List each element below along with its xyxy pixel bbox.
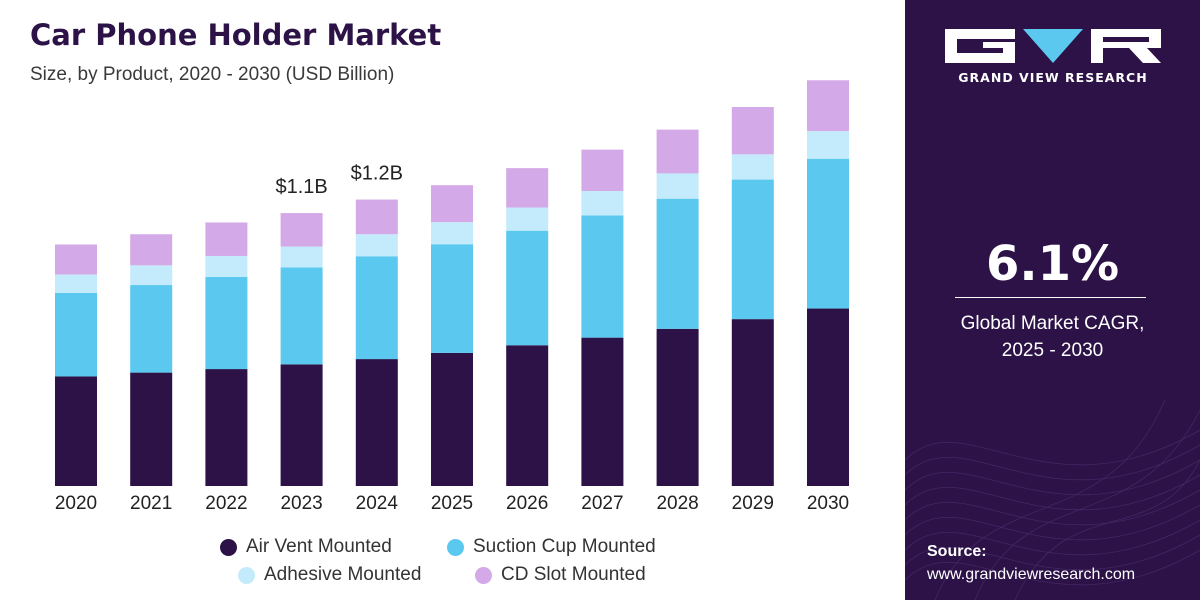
chart-title: Car Phone Holder Market (30, 18, 442, 52)
source-url[interactable]: www.grandviewresearch.com (927, 566, 1136, 583)
cagr-value: 6.1% (985, 236, 1120, 292)
cagr-label: Global Market CAGR, 2025 - 2030 (905, 310, 1200, 364)
x-tick-label: 2023 (280, 493, 322, 514)
chart-subtitle: Size, by Product, 2020 - 2030 (USD Billi… (30, 64, 395, 85)
bar-segment-2026-air-vent-mounted (506, 345, 549, 486)
decorative-wave-pattern (905, 399, 1200, 600)
cagr-label-line2: 2025 - 2030 (1001, 340, 1104, 361)
bar-segment-2027-cd-slot-mounted (581, 149, 624, 192)
bar-segment-2030-air-vent-mounted (807, 308, 849, 486)
x-tick-label: 2029 (732, 493, 774, 514)
bar-segment-2030-adhesive-mounted (807, 131, 849, 159)
bar-segment-2029-cd-slot-mounted (731, 107, 774, 155)
bar-segment-2029-air-vent-mounted (731, 319, 774, 486)
legend-label: Air Vent Mounted (246, 536, 392, 557)
x-tick-label: 2025 (431, 493, 473, 514)
bar-segment-2029-adhesive-mounted (731, 154, 774, 180)
bar-segment-2027-suction-cup-mounted (581, 215, 624, 338)
bar-segment-2020-suction-cup-mounted (55, 292, 97, 377)
legend-marker (220, 538, 237, 556)
bar-segment-2024-adhesive-mounted (355, 234, 398, 257)
bar-segment-2021-adhesive-mounted (130, 265, 173, 286)
bar-segment-2022-suction-cup-mounted (205, 276, 248, 370)
legend-item-suction-cup: Suction Cup Mounted (447, 536, 656, 558)
stacked-bar-chart: 2020 2021 2022 2023 2024 2025 2026 2027 2028 2029… (55, 80, 849, 514)
bar-segment-2023-adhesive-mounted (280, 246, 323, 268)
bar-segment-2030-suction-cup-mounted (807, 158, 849, 309)
bar-segment-2024-air-vent-mounted (355, 359, 398, 486)
bar-segment-2027-adhesive-mounted (581, 191, 624, 216)
legend-item-cd-slot: CD Slot Mounted (475, 564, 646, 586)
data-label: $1.1B (275, 176, 327, 198)
legend-label: Suction Cup Mounted (473, 536, 656, 557)
bar-segment-2020-cd-slot-mounted (55, 244, 97, 275)
legend-label: CD Slot Mounted (501, 564, 646, 585)
divider (955, 297, 1146, 298)
bar-segment-2023-air-vent-mounted (280, 364, 323, 486)
data-label: $1.2B (351, 163, 403, 185)
bar-segment-2025-air-vent-mounted (431, 352, 473, 486)
bar-segment-2026-adhesive-mounted (506, 207, 549, 231)
bar-segment-2028-adhesive-mounted (656, 173, 699, 199)
brand-name: GRAND VIEW RESEARCH (958, 70, 1148, 85)
bar-segment-2027-air-vent-mounted (581, 337, 624, 486)
bar-segment-2020-adhesive-mounted (55, 274, 97, 293)
bar-segment-2025-adhesive-mounted (431, 222, 473, 245)
x-tick-label: 2030 (807, 493, 849, 514)
bar-segment-2025-cd-slot-mounted (431, 185, 473, 223)
bar-segment-2025-suction-cup-mounted (431, 244, 473, 353)
chart-panel: 2020 2021 2022 2023 2024 2025 2026 2027 2028 2029… (0, 18, 905, 596)
legend-marker (238, 566, 255, 584)
bar-segment-2021-cd-slot-mounted (130, 234, 173, 266)
x-tick-label: 2022 (205, 493, 247, 514)
cagr-label-line1: Global Market CAGR, (960, 313, 1145, 334)
bar-segment-2023-suction-cup-mounted (280, 267, 323, 365)
bar-segment-2022-adhesive-mounted (205, 255, 248, 277)
bar-segment-2020-air-vent-mounted (55, 376, 97, 486)
bar-segment-2023-cd-slot-mounted (280, 213, 323, 247)
bar-segment-2022-cd-slot-mounted (205, 222, 248, 256)
legend-label: Adhesive Mounted (264, 564, 422, 585)
x-tick-label: 2021 (130, 493, 172, 514)
bar-segment-2028-cd-slot-mounted (656, 129, 699, 174)
bar-segment-2028-suction-cup-mounted (656, 198, 699, 329)
chart-legend: Air Vent Mounted Suction Cup Mounted Adh… (0, 532, 905, 596)
legend-marker (475, 566, 492, 584)
source-label: Source: (927, 543, 987, 560)
bar-segment-2026-suction-cup-mounted (506, 230, 549, 346)
x-tick-label: 2027 (581, 493, 623, 514)
x-tick-label: 2026 (506, 493, 548, 514)
bar-segment-2021-suction-cup-mounted (130, 285, 173, 373)
bar-segment-2024-suction-cup-mounted (355, 256, 398, 360)
legend-item-adhesive: Adhesive Mounted (238, 564, 421, 586)
bar-segment-2022-air-vent-mounted (205, 369, 248, 486)
bar-segment-2026-cd-slot-mounted (506, 168, 549, 208)
bar-segment-2024-cd-slot-mounted (355, 199, 398, 235)
bar-segment-2021-air-vent-mounted (130, 372, 173, 486)
legend-item-air-vent: Air Vent Mounted (220, 536, 392, 558)
x-tick-label: 2028 (656, 493, 698, 514)
x-tick-label: 2020 (55, 493, 97, 514)
info-sidebar: GRAND VIEW RESEARCH 6.1% Global Market C… (905, 0, 1200, 600)
x-tick-label: 2024 (356, 493, 399, 514)
bar-segment-2030-cd-slot-mounted (807, 80, 849, 132)
legend-marker (447, 538, 464, 556)
grand-view-research-logo (945, 29, 1161, 63)
bar-segment-2028-air-vent-mounted (656, 328, 699, 486)
bar-segment-2029-suction-cup-mounted (731, 179, 774, 320)
